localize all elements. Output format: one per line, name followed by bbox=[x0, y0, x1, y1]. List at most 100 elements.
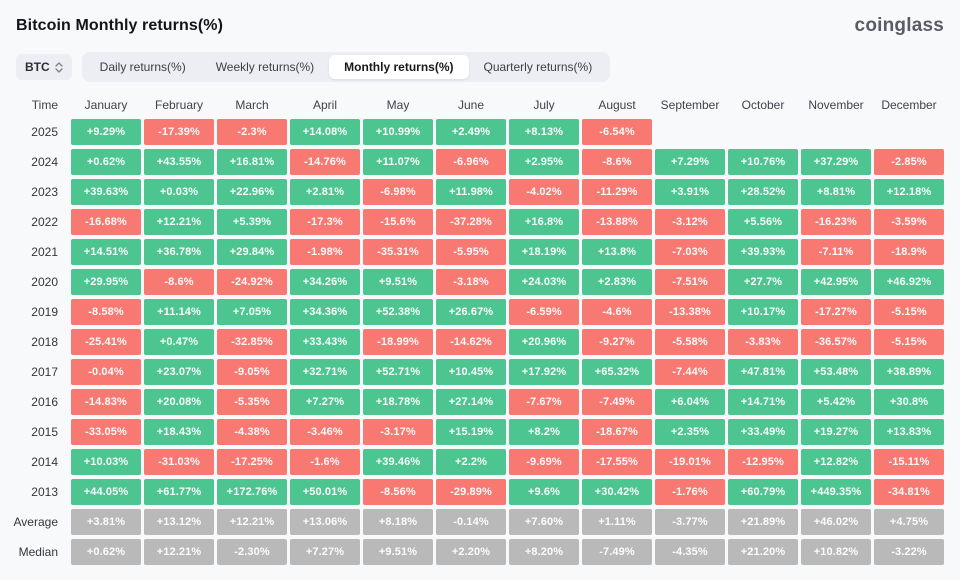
return-cell: +15.19% bbox=[436, 419, 506, 445]
return-cell: +8.20% bbox=[509, 539, 579, 565]
return-cell: -1.76% bbox=[655, 479, 725, 505]
symbol-select[interactable]: BTC bbox=[16, 54, 72, 80]
return-cell: -17.27% bbox=[801, 299, 871, 325]
return-cell: -33.05% bbox=[71, 419, 141, 445]
symbol-select-value: BTC bbox=[25, 60, 50, 74]
return-cell: -7.11% bbox=[801, 239, 871, 265]
return-cell: +10.03% bbox=[71, 449, 141, 475]
return-cell: +32.71% bbox=[290, 359, 360, 385]
return-cell: -6.98% bbox=[363, 179, 433, 205]
return-cell: +60.79% bbox=[728, 479, 798, 505]
return-cell: -0.14% bbox=[436, 509, 506, 535]
return-cell: +3.81% bbox=[71, 509, 141, 535]
page: Bitcoin Monthly returns(%) coinglass BTC… bbox=[14, 0, 944, 565]
return-cell: -9.05% bbox=[217, 359, 287, 385]
return-cell: +38.89% bbox=[874, 359, 944, 385]
tab-weekly-returns[interactable]: Weekly returns(%) bbox=[215, 60, 315, 74]
column-header-month: July bbox=[533, 98, 555, 112]
return-cell: +2.49% bbox=[436, 119, 506, 145]
return-cell: +11.14% bbox=[144, 299, 214, 325]
return-cell: +4.75% bbox=[874, 509, 944, 535]
return-cell: -14.83% bbox=[71, 389, 141, 415]
return-cell: +23.07% bbox=[144, 359, 214, 385]
return-cell: +33.43% bbox=[290, 329, 360, 355]
return-cell: -15.11% bbox=[874, 449, 944, 475]
return-cell: +7.60% bbox=[509, 509, 579, 535]
row-label: 2017 bbox=[31, 365, 58, 379]
return-cell: +5.56% bbox=[728, 209, 798, 235]
row-label: 2015 bbox=[31, 425, 58, 439]
return-cell: -24.92% bbox=[217, 269, 287, 295]
return-cell: +0.62% bbox=[71, 539, 141, 565]
topbar: Bitcoin Monthly returns(%) coinglass bbox=[16, 0, 944, 37]
row-label: 2024 bbox=[31, 155, 58, 169]
return-cell: -36.57% bbox=[801, 329, 871, 355]
return-cell: +47.81% bbox=[728, 359, 798, 385]
tab-quarterly-returns[interactable]: Quarterly returns(%) bbox=[483, 60, 593, 74]
return-cell: +13.83% bbox=[874, 419, 944, 445]
return-cell: +8.81% bbox=[801, 179, 871, 205]
return-cell: +30.8% bbox=[874, 389, 944, 415]
return-cell: +13.12% bbox=[144, 509, 214, 535]
row-label: 2021 bbox=[31, 245, 58, 259]
column-header-month: October bbox=[741, 98, 785, 112]
return-cell: -7.49% bbox=[582, 389, 652, 415]
unfold-more-icon bbox=[55, 61, 63, 73]
return-cell: +0.62% bbox=[71, 149, 141, 175]
return-cell: +29.95% bbox=[71, 269, 141, 295]
empty-cell bbox=[801, 119, 871, 145]
row-label: 2022 bbox=[31, 215, 58, 229]
return-cell: -17.39% bbox=[144, 119, 214, 145]
return-cell: -4.38% bbox=[217, 419, 287, 445]
return-cell: +18.43% bbox=[144, 419, 214, 445]
return-cell: +21.89% bbox=[728, 509, 798, 535]
return-cell: +24.03% bbox=[509, 269, 579, 295]
return-cell: -17.3% bbox=[290, 209, 360, 235]
return-cell: +7.05% bbox=[217, 299, 287, 325]
tab-daily-returns[interactable]: Daily returns(%) bbox=[99, 60, 186, 74]
return-cell: +27.7% bbox=[728, 269, 798, 295]
return-cell: -14.62% bbox=[436, 329, 506, 355]
return-cell: +33.49% bbox=[728, 419, 798, 445]
return-cell: +20.08% bbox=[144, 389, 214, 415]
return-cell: +37.29% bbox=[801, 149, 871, 175]
return-cell: +12.82% bbox=[801, 449, 871, 475]
return-cell: +21.20% bbox=[728, 539, 798, 565]
return-cell: +13.8% bbox=[582, 239, 652, 265]
return-cell: -13.38% bbox=[655, 299, 725, 325]
column-header-month: June bbox=[457, 98, 485, 112]
return-cell: +8.13% bbox=[509, 119, 579, 145]
return-cell: +9.51% bbox=[363, 269, 433, 295]
return-cell: +10.82% bbox=[801, 539, 871, 565]
return-cell: -29.89% bbox=[436, 479, 506, 505]
return-cell: -3.17% bbox=[363, 419, 433, 445]
return-cell: -9.27% bbox=[582, 329, 652, 355]
row-label: 2025 bbox=[31, 125, 58, 139]
tab-monthly-returns[interactable]: Monthly returns(%) bbox=[329, 55, 469, 79]
return-cell: +13.06% bbox=[290, 509, 360, 535]
return-cell: -1.6% bbox=[290, 449, 360, 475]
return-cell: -35.31% bbox=[363, 239, 433, 265]
return-cell: +2.20% bbox=[436, 539, 506, 565]
return-cell: -7.49% bbox=[582, 539, 652, 565]
return-cell: -1.98% bbox=[290, 239, 360, 265]
return-cell: -9.69% bbox=[509, 449, 579, 475]
return-cell: -7.44% bbox=[655, 359, 725, 385]
return-cell: -8.6% bbox=[582, 149, 652, 175]
return-cell: -2.30% bbox=[217, 539, 287, 565]
return-cell: -5.58% bbox=[655, 329, 725, 355]
return-cell: +39.46% bbox=[363, 449, 433, 475]
return-cell: +36.78% bbox=[144, 239, 214, 265]
row-label: 2014 bbox=[31, 455, 58, 469]
return-cell: -3.12% bbox=[655, 209, 725, 235]
return-cell: +5.39% bbox=[217, 209, 287, 235]
return-cell: -16.68% bbox=[71, 209, 141, 235]
return-cell: -15.6% bbox=[363, 209, 433, 235]
coinglass-logo: coinglass bbox=[854, 15, 944, 36]
return-cell: +22.96% bbox=[217, 179, 287, 205]
return-cell: +9.29% bbox=[71, 119, 141, 145]
return-cell: +0.47% bbox=[144, 329, 214, 355]
return-cell: +10.45% bbox=[436, 359, 506, 385]
return-cell: -14.76% bbox=[290, 149, 360, 175]
return-cell: +19.27% bbox=[801, 419, 871, 445]
